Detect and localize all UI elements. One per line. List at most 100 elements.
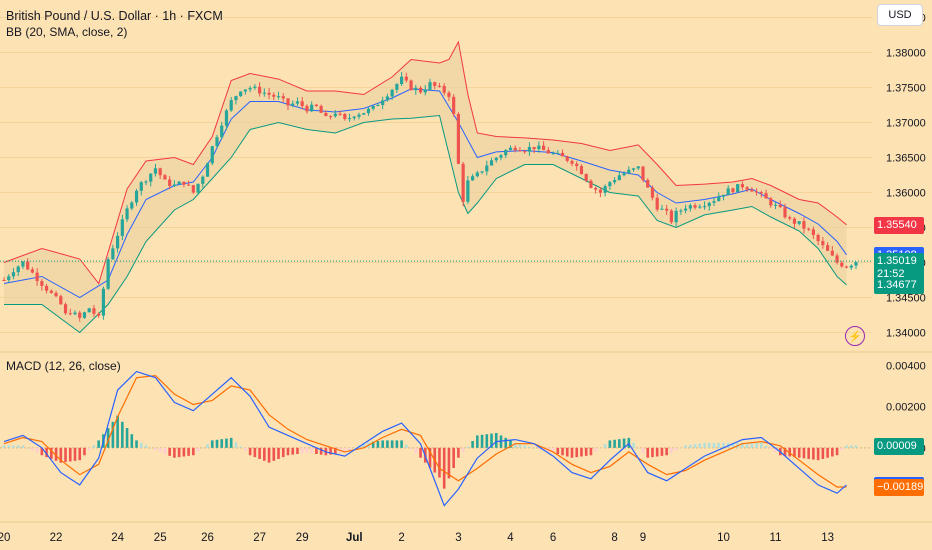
candle-body (201, 176, 205, 184)
macd-histogram-bar (783, 447, 787, 456)
macd-histogram-bar (106, 428, 110, 448)
time-axis-label: 2 (398, 532, 404, 544)
candle-body (414, 87, 418, 91)
macd-histogram-bar (220, 439, 224, 448)
macd-histogram-bar (490, 433, 493, 448)
candle-body (712, 201, 716, 203)
candle-body (130, 202, 134, 209)
macd-histogram-bar (168, 447, 171, 456)
candle-body (551, 153, 555, 155)
macd-histogram-bar (797, 447, 801, 458)
macd-histogram-bar (296, 447, 299, 454)
time-axis-label: 3 (455, 532, 461, 544)
candle-body (281, 96, 285, 99)
candle-body (187, 184, 191, 186)
macd-histogram-bar (125, 428, 129, 448)
macd-histogram-bar (693, 444, 697, 448)
currency-button[interactable]: USD (877, 4, 923, 26)
macd-histogram-bar (319, 447, 323, 455)
candle-body (125, 208, 129, 220)
macd-histogram-bar (812, 447, 815, 460)
candle-body (560, 152, 565, 157)
candle-body (26, 261, 30, 270)
bb-upper-value: 1.35540 (874, 216, 924, 234)
macd-histogram-bar (64, 447, 67, 463)
macd-histogram-bar (845, 445, 848, 448)
candle-body (338, 113, 342, 115)
macd-histogram-bar (632, 442, 635, 448)
macd-histogram-bar (760, 442, 763, 448)
macd-histogram-bar (513, 442, 517, 448)
candle-body (87, 308, 91, 313)
macd-histogram-bar (291, 447, 295, 455)
candle-body (423, 89, 427, 93)
candle-body (773, 204, 778, 206)
lightning-alert-icon[interactable]: ⚡ (845, 326, 865, 346)
macd-histogram-bar (45, 447, 48, 458)
macd-histogram-bar (234, 442, 238, 448)
candle-body (258, 86, 262, 94)
time-axis-label: 8 (611, 532, 617, 544)
macd-histogram-bar (87, 447, 91, 451)
macd-histogram-bar (26, 447, 29, 449)
candle-body (579, 166, 584, 175)
candle-body (466, 180, 470, 202)
macd-histogram-bar (655, 447, 659, 457)
macd-histogram-bar (187, 447, 190, 456)
candle-body (707, 202, 711, 207)
candle-body (485, 165, 489, 172)
macd-histogram-bar (225, 438, 228, 448)
candle-body (324, 112, 328, 117)
macd-histogram-bar (665, 447, 668, 456)
time-axis-label: 26 (201, 532, 214, 544)
candle-body (750, 189, 754, 192)
time-axis-label: 20 (0, 532, 10, 544)
macd-histogram-bar (584, 447, 588, 456)
time-axis-label: 29 (296, 532, 309, 544)
candle-body (471, 176, 475, 181)
macd-histogram-bar (286, 447, 290, 456)
candle-body (740, 184, 744, 188)
candle-body (783, 207, 787, 218)
candle-body (613, 180, 617, 183)
macd-histogram-bar (12, 445, 15, 448)
candle-body (49, 290, 53, 293)
macd-histogram-bar (471, 441, 474, 448)
candle-body (168, 179, 172, 186)
candle-body (210, 146, 214, 164)
candle-body (30, 269, 34, 273)
bollinger-bands-legend[interactable]: BB (20, SMA, close, 2) (6, 25, 128, 39)
macd-histogram-bar (532, 447, 536, 449)
candle-body (523, 151, 527, 153)
candle-body (778, 204, 782, 208)
macd-histogram-bar (570, 447, 574, 458)
macd-histogram-bar (149, 447, 153, 449)
macd-histogram-bar (622, 438, 626, 448)
macd-histogram-bar (315, 447, 318, 454)
macd-histogram-bar (674, 447, 678, 451)
macd-histogram-bar (135, 440, 138, 448)
macd-histogram-bar (764, 445, 768, 448)
candle-body (295, 101, 300, 104)
candle-body (655, 197, 659, 210)
macd-legend[interactable]: MACD (12, 26, close) (6, 359, 121, 373)
candle-body (366, 108, 371, 114)
candle-body (702, 206, 707, 208)
candle-body (272, 94, 276, 97)
macd-histogram-bar (97, 440, 100, 448)
candle-body (726, 188, 730, 195)
macd-histogram-bar (409, 447, 413, 450)
macd-histogram-bar (121, 421, 124, 448)
macd-histogram-bar (343, 447, 347, 453)
symbol-title[interactable]: British Pound / U.S. Dollar · 1h · FXCM (6, 9, 223, 23)
candle-body (390, 89, 394, 97)
macd-histogram-bar (712, 442, 716, 448)
candle-body (68, 313, 72, 315)
macd-histogram-bar (835, 447, 839, 456)
candle-body (584, 174, 588, 181)
candle-body (603, 186, 607, 193)
macd-histogram-bar (50, 447, 53, 459)
candle-body (54, 292, 58, 297)
candle-body (101, 288, 105, 316)
